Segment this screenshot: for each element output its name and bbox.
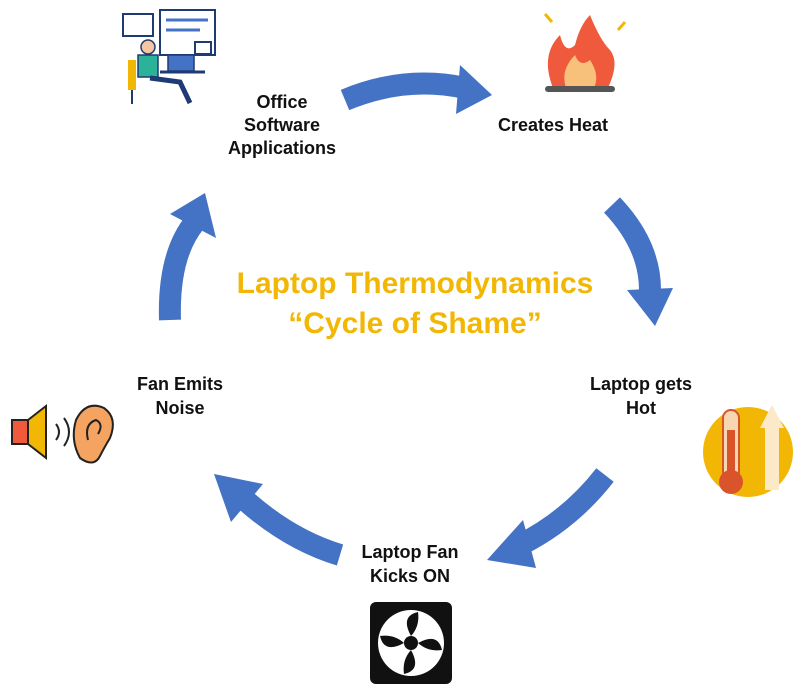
arrow — [158, 215, 204, 321]
arrow-head — [627, 288, 673, 326]
node-label: Applications — [228, 138, 336, 158]
arrow-head — [487, 520, 536, 568]
arrow-head — [170, 193, 216, 238]
arrow — [340, 72, 468, 111]
thermometer-icon — [703, 405, 793, 497]
fire-icon — [543, 13, 627, 92]
node-label: Software — [244, 115, 320, 135]
node-label: Laptop Fan — [362, 542, 459, 562]
title: Laptop Thermodynamics — [237, 267, 594, 300]
title: “Cycle of Shame” — [288, 307, 541, 340]
node-label: Noise — [155, 398, 204, 418]
arrow — [603, 197, 661, 291]
arrow-head — [456, 65, 492, 114]
arrow-head — [214, 474, 263, 522]
node-label: Fan Emits — [137, 374, 223, 394]
cycle-arrows — [158, 65, 673, 568]
fan-icon — [370, 602, 452, 684]
arrow — [514, 468, 614, 555]
arrow — [237, 491, 344, 566]
node-label: Laptop gets — [590, 374, 692, 394]
node-label: Hot — [626, 398, 656, 418]
node-label: Kicks ON — [370, 566, 450, 586]
noise-icon — [11, 403, 114, 464]
node-label: Creates Heat — [498, 115, 608, 135]
office-icon — [122, 9, 216, 105]
node-label: Office — [256, 92, 307, 112]
